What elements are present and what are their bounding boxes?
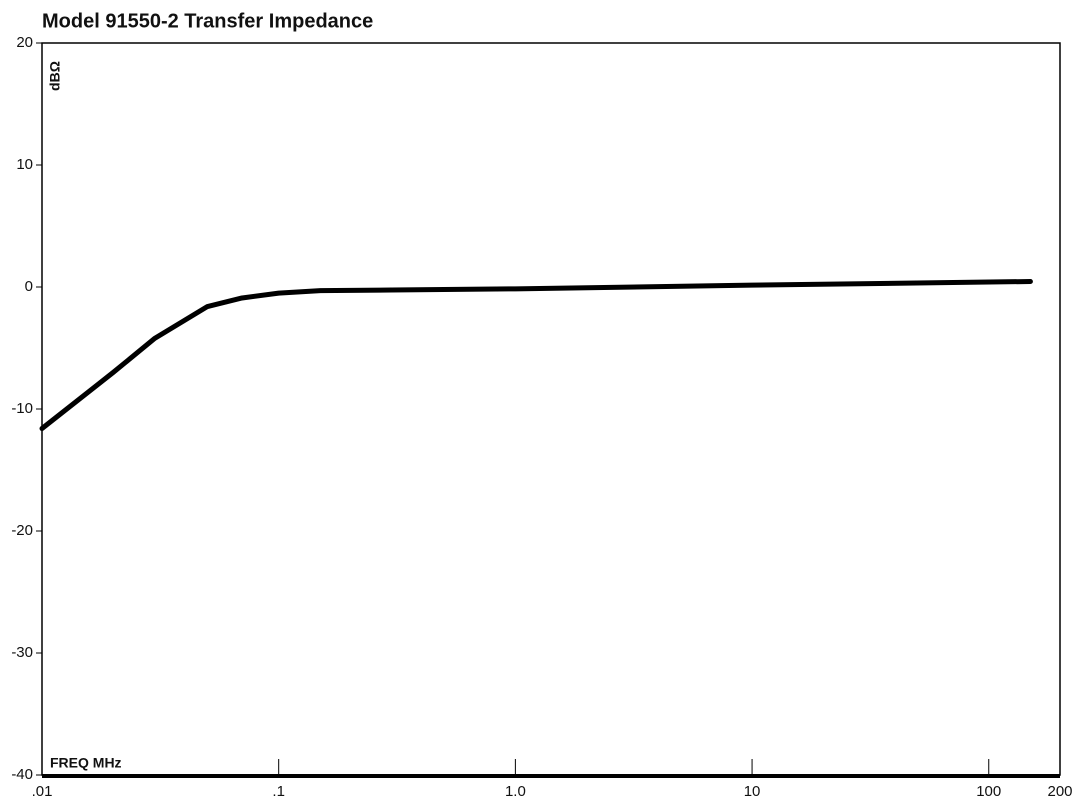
y-tick-label: -40 [11, 766, 33, 783]
plot-frame [41, 42, 1061, 776]
x-tick-label: 100 [976, 783, 1001, 800]
y-tick-label: -20 [11, 522, 33, 539]
x-tick-label: .01 [32, 783, 53, 800]
y-tick-label: -10 [11, 400, 33, 417]
y-tick-label: -30 [11, 644, 33, 661]
y-tick-label: 20 [16, 34, 33, 51]
x-axis-label: FREQ MHz [50, 755, 122, 771]
y-tick-label: 0 [25, 278, 33, 295]
chart-title: Model 91550-2 Transfer Impedance [42, 10, 373, 32]
y-tick-label: 10 [16, 156, 33, 173]
x-tick-label: 200 [1047, 783, 1072, 800]
line-series [39, 279, 1033, 432]
x-tick-label: 10 [744, 783, 761, 800]
x-tick-label: 1.0 [505, 783, 526, 800]
y-axis-label: dBΩ [47, 61, 63, 91]
x-tick-label: .1 [272, 783, 285, 800]
